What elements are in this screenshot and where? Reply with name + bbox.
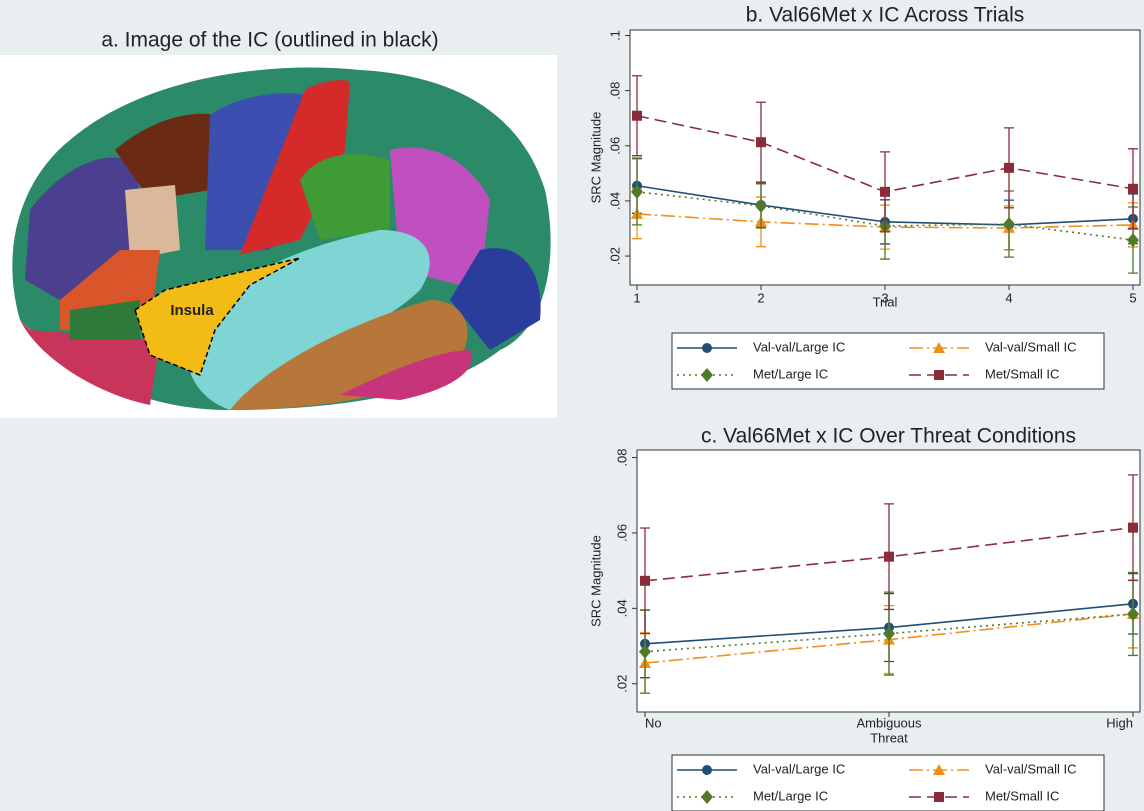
legend-label: Val-val/Small IC	[985, 339, 1077, 354]
legend-label: Met/Small IC	[985, 366, 1059, 381]
x-tick-label: No	[645, 715, 662, 730]
chart-title: b. Val66Met x IC Across Trials	[746, 4, 1025, 27]
y-tick-label: .02	[607, 247, 622, 265]
panel-title: a. Image of the IC (outlined in black)	[101, 29, 438, 52]
x-tick-label: High	[1106, 715, 1133, 730]
y-tick-label: .1	[607, 30, 622, 41]
y-tick-label: .06	[607, 137, 622, 155]
legend-marker	[702, 343, 712, 353]
y-tick-label: .08	[614, 449, 629, 467]
legend-marker	[934, 370, 944, 380]
legend-label: Met/Small IC	[985, 788, 1059, 803]
legend-label: Val-val/Large IC	[753, 761, 845, 776]
x-tick-label: 4	[1005, 290, 1012, 305]
y-tick-label: .02	[614, 675, 629, 693]
y-tick-label: .04	[614, 599, 629, 617]
point	[1128, 523, 1138, 533]
point	[884, 552, 894, 562]
point	[1128, 184, 1138, 194]
legend-label: Val-val/Small IC	[985, 761, 1077, 776]
legend-marker	[702, 765, 712, 775]
figure: a. Image of the IC (outlined in black) I…	[0, 0, 1144, 811]
x-axis-title: Trial	[873, 294, 898, 309]
legend-label: Met/Large IC	[753, 366, 828, 381]
point	[1004, 163, 1014, 173]
y-tick-label: .04	[607, 192, 622, 210]
chart-title: c. Val66Met x IC Over Threat Conditions	[701, 425, 1076, 448]
point	[880, 187, 890, 197]
point	[632, 111, 642, 121]
x-tick-label: 1	[633, 290, 640, 305]
legend-marker	[934, 792, 944, 802]
point	[756, 137, 766, 147]
x-axis-title: Threat	[870, 730, 908, 745]
brain-image: Insula	[0, 55, 557, 418]
y-axis-title: SRC Magnitude	[588, 535, 603, 627]
brain-label: Insula	[170, 302, 214, 319]
legend-label: Val-val/Large IC	[753, 339, 845, 354]
y-axis-title: SRC Magnitude	[588, 112, 603, 204]
x-tick-label: 5	[1129, 290, 1136, 305]
point	[640, 576, 650, 586]
x-tick-label: 2	[757, 290, 764, 305]
y-tick-label: .06	[614, 524, 629, 542]
x-tick-label: Ambiguous	[856, 715, 922, 730]
figure-canvas: a. Image of the IC (outlined in black) I…	[0, 0, 1144, 811]
y-tick-label: .08	[607, 82, 622, 100]
legend-label: Met/Large IC	[753, 788, 828, 803]
